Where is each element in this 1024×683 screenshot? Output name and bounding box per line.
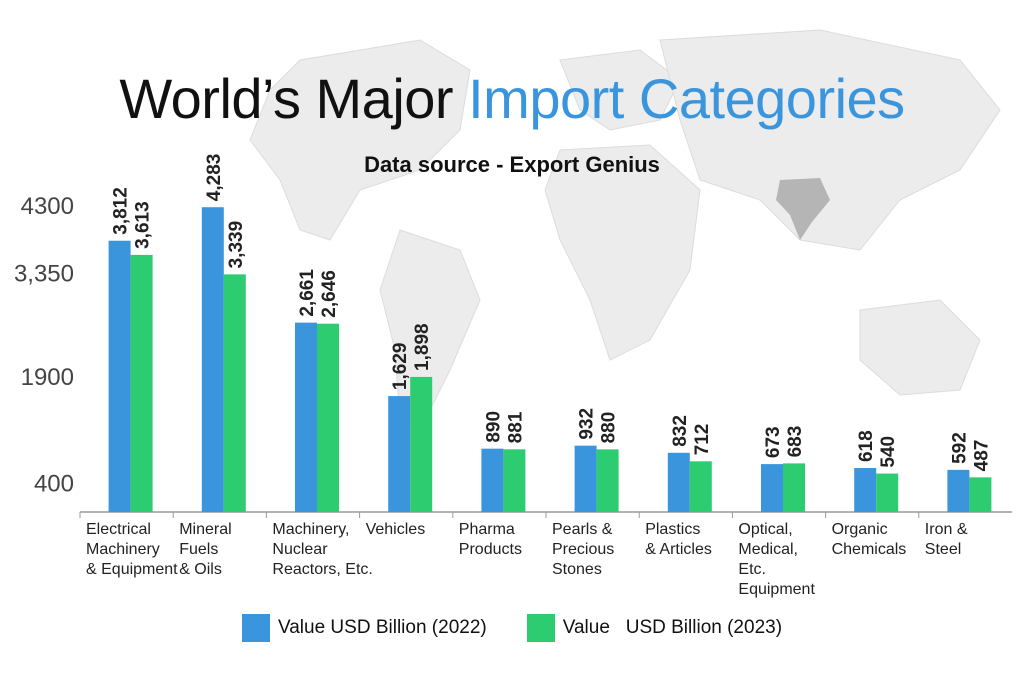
bar-2022 [295, 322, 317, 512]
bar-2022 [947, 469, 970, 512]
bar-2022 [574, 445, 597, 512]
x-category-label: Nuclear [272, 541, 328, 558]
title-main: World’s Major [119, 67, 469, 130]
bar-2023 [503, 449, 526, 512]
x-category-label: Mineral [179, 521, 231, 538]
bar-2022 [854, 468, 877, 512]
data-label-2023: 487 [971, 440, 992, 472]
legend-item-2023: Value USD Billion (2023) [526, 614, 783, 642]
data-label-2022: 3,812 [111, 187, 132, 235]
bar-2023 [689, 461, 712, 512]
legend-swatch-2023 [526, 614, 555, 642]
data-label-2022: 1,629 [390, 343, 411, 391]
legend-swatch-2022 [241, 614, 270, 642]
data-label-2023: 3,339 [226, 221, 247, 269]
x-category-label: Fuels [179, 541, 218, 558]
data-label-2023: 880 [599, 412, 620, 444]
y-tick-label: 3,350 [14, 261, 74, 288]
data-label-2022: 2,661 [297, 269, 318, 317]
chart-subtitle: Data source - Export Genius [364, 152, 660, 177]
y-tick-label: 4300 [21, 193, 74, 220]
bar-2023 [876, 473, 899, 512]
x-category-label: Electrical [86, 521, 151, 538]
map-australia [859, 299, 981, 396]
map-asia [659, 29, 1001, 251]
legend-item-2022: Value USD Billion (2022) [241, 614, 487, 642]
data-label-2022: 932 [577, 408, 598, 440]
chart-title: World’s Major Import Categories [0, 66, 1024, 131]
x-category-label: Optical, [738, 521, 792, 538]
data-label-2022: 832 [670, 415, 691, 447]
x-category-label: & Articles [645, 541, 712, 558]
data-label-2022: 618 [856, 430, 877, 462]
bar-2023 [783, 463, 805, 512]
x-category-label: Stones [552, 561, 602, 578]
x-category-label: Reactors, Etc. [272, 561, 372, 578]
x-category-label: Pharma [459, 521, 515, 538]
data-label-2023: 881 [505, 411, 526, 443]
map-europe [559, 49, 681, 131]
legend-label-2023: Value USD Billion (2023) [562, 617, 783, 638]
map-africa [544, 144, 701, 361]
data-label-2023: 1,898 [412, 323, 433, 371]
bar-2022 [108, 240, 131, 512]
data-label-2023: 712 [692, 424, 713, 456]
bar-2022 [667, 452, 690, 512]
bar-2023 [596, 449, 619, 512]
bar-2022 [481, 448, 504, 512]
legend: Value USD Billion (2022) Value USD Billi… [0, 614, 1024, 642]
bar-2023 [130, 254, 153, 512]
y-tick-label: 400 [34, 471, 74, 498]
bar-2023 [410, 376, 433, 512]
y-tick-label: 1900 [21, 364, 74, 391]
x-category-label: Products [459, 541, 522, 558]
x-category-label: Pearls & [552, 521, 613, 538]
bar-2023 [223, 274, 246, 512]
x-category-label: Machinery [86, 541, 160, 558]
x-category-label: & Equipment [86, 561, 178, 578]
bar-2022 [761, 464, 783, 512]
data-label-2023: 683 [785, 426, 806, 458]
x-category-label: Equipment [738, 581, 815, 598]
data-label-2023: 540 [878, 436, 899, 468]
x-category-label: Steel [925, 541, 961, 558]
data-label-2022: 4,283 [204, 154, 225, 202]
data-label-2022: 890 [483, 411, 504, 443]
x-category-label: Iron & [925, 521, 968, 538]
map-india-highlight [776, 178, 830, 240]
x-category-label: Vehicles [366, 521, 426, 538]
x-category-label: Medical, [738, 541, 798, 558]
legend-label-2022: Value USD Billion (2022) [277, 617, 487, 638]
x-category-label: Plastics [645, 521, 700, 538]
bar-2022 [201, 207, 224, 512]
x-category-label: Organic [832, 521, 888, 538]
bar-2023 [969, 477, 992, 512]
x-category-label: & Oils [179, 561, 222, 578]
x-category-label: Precious [552, 541, 614, 558]
map-north-america [249, 39, 471, 241]
title-accent: Import Categories [468, 67, 905, 130]
x-category-label: Machinery, [272, 521, 349, 538]
data-label-2023: 2,646 [319, 270, 340, 318]
data-label-2022: 673 [763, 426, 784, 458]
data-label-2022: 592 [949, 432, 970, 464]
bar-2022 [388, 396, 411, 512]
bar-2023 [317, 323, 339, 512]
x-category-label: Etc. [738, 561, 766, 578]
data-label-2023: 3,613 [133, 201, 154, 249]
x-category-label: Chemicals [832, 541, 907, 558]
